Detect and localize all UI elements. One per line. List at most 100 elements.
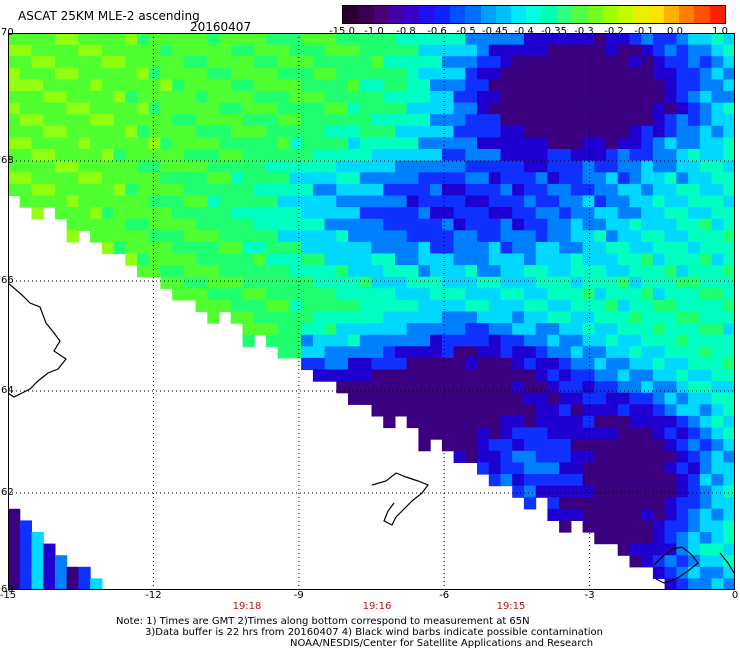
wind-cell	[547, 230, 560, 243]
wind-cell	[664, 566, 677, 579]
wind-cell	[31, 207, 44, 220]
wind-cell	[570, 323, 584, 336]
wind-cell	[441, 218, 455, 231]
wind-cell	[66, 67, 79, 80]
wind-cell	[488, 276, 502, 289]
wind-cell	[723, 543, 735, 556]
wind-cell	[90, 102, 103, 115]
wind-cell	[8, 102, 21, 115]
wind-cell	[559, 44, 572, 57]
wind-cell	[430, 91, 443, 104]
wind-cell	[629, 241, 642, 255]
wind-cell	[254, 33, 267, 46]
wind-cell	[477, 276, 490, 289]
wind-cell	[699, 91, 713, 104]
wind-cell	[54, 183, 68, 197]
wind-cell	[652, 323, 666, 336]
wind-cell	[383, 125, 396, 138]
wind-cell	[301, 44, 314, 57]
wind-cell	[523, 299, 537, 313]
wind-cell	[172, 207, 185, 220]
wind-cell	[488, 91, 502, 104]
wind-cell	[183, 218, 197, 231]
wind-cell	[219, 230, 232, 243]
wind-cell	[453, 172, 466, 185]
wind-cell	[711, 276, 724, 289]
wind-cell	[219, 44, 232, 57]
wind-cell	[160, 276, 173, 289]
wind-cell	[395, 172, 408, 185]
wind-cell	[688, 346, 701, 359]
wind-cell	[699, 439, 713, 452]
wind-cell	[523, 276, 537, 289]
wind-cell	[242, 334, 255, 347]
wind-cell	[617, 241, 630, 255]
wind-cell	[477, 183, 490, 197]
wind-cell	[137, 195, 150, 208]
wind-cell	[19, 33, 32, 46]
wind-cell	[230, 149, 244, 162]
wind-cell	[488, 207, 502, 220]
wind-cell	[559, 357, 572, 371]
wind-cell	[629, 520, 642, 533]
wind-cell	[629, 44, 642, 57]
wind-cell	[512, 299, 525, 313]
wind-cell	[570, 137, 584, 150]
wind-cell	[418, 369, 431, 382]
wind-cell	[500, 439, 513, 452]
wind-cell	[465, 439, 478, 452]
wind-cell	[336, 381, 349, 394]
wind-cell	[453, 125, 466, 138]
wind-cell	[723, 578, 735, 590]
wind-cell	[676, 172, 689, 185]
wind-cell	[395, 346, 408, 359]
wind-cell	[629, 508, 642, 521]
colorbar-swatch	[404, 6, 420, 23]
wind-cell	[699, 172, 713, 185]
wind-cell	[699, 508, 713, 521]
wind-cell	[523, 311, 537, 324]
wind-cell	[406, 253, 419, 266]
wind-cell	[406, 381, 419, 394]
wind-cell	[617, 195, 630, 208]
wind-cell	[699, 253, 713, 266]
wind-cell	[242, 218, 255, 231]
wind-cell	[90, 207, 103, 220]
wind-cell	[512, 288, 525, 301]
wind-cell	[664, 392, 677, 405]
wind-cell	[652, 265, 666, 278]
wind-cell	[699, 160, 713, 173]
wind-cell	[359, 218, 373, 231]
wind-cell	[301, 102, 314, 115]
wind-cell	[90, 137, 103, 150]
wind-cell	[207, 137, 220, 150]
wind-cell	[183, 172, 197, 185]
wind-cell	[594, 56, 607, 69]
wind-cell	[723, 532, 735, 545]
wind-cell	[500, 160, 513, 173]
wind-cell	[477, 67, 490, 80]
wind-cell	[676, 474, 689, 487]
wind-cell	[711, 241, 724, 255]
wind-cell	[371, 299, 384, 313]
wind-cell	[336, 265, 349, 278]
wind-cell	[430, 149, 443, 162]
wind-cell	[348, 265, 361, 278]
wind-cell	[289, 102, 302, 115]
colorbar-label: -0.1	[634, 26, 654, 37]
wind-cell	[453, 265, 466, 278]
wind-cell	[629, 91, 642, 104]
wind-cell	[582, 462, 595, 475]
wind-cell	[66, 566, 79, 579]
wind-cell	[629, 207, 642, 220]
wind-cell	[664, 160, 677, 173]
wind-cell	[312, 334, 326, 347]
wind-cell	[359, 183, 373, 197]
wind-cell	[512, 369, 525, 382]
wind-cell	[418, 230, 431, 243]
wind-cell	[570, 253, 584, 266]
wind-cell	[477, 230, 490, 243]
wind-cell	[230, 91, 244, 104]
note-line-2: 3)Data buffer is 22 hrs from 20160407 4)…	[145, 627, 603, 638]
wind-cell	[523, 67, 537, 80]
